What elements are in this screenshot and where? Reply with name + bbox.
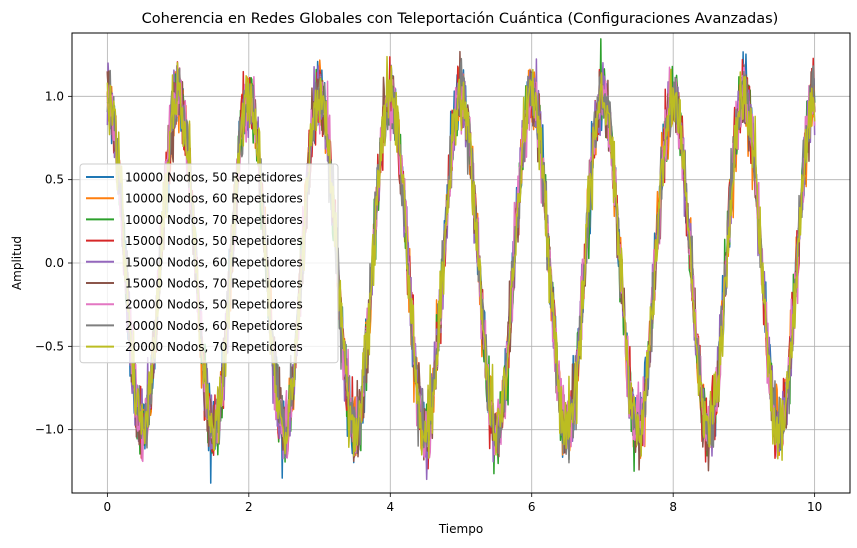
y-tick-label: 0.5 [45, 173, 64, 187]
x-tick-label: 4 [386, 500, 394, 514]
x-tick-label: 2 [245, 500, 253, 514]
y-tick-label: −0.5 [35, 339, 64, 353]
legend-label: 15000 Nodos, 70 Repetidores [125, 277, 303, 291]
y-axis: −1.0 −0.5 0.0 0.5 1.0 [35, 89, 72, 437]
y-tick-label: 0.0 [45, 256, 64, 270]
legend-label: 15000 Nodos, 50 Repetidores [125, 234, 303, 248]
legend-box [79, 163, 339, 364]
legend-label: 20000 Nodos, 70 Repetidores [125, 340, 303, 354]
x-tick-label: 6 [528, 500, 536, 514]
legend-label: 10000 Nodos, 50 Repetidores [125, 171, 303, 185]
y-tick-label: 1.0 [45, 89, 64, 103]
legend-label: 10000 Nodos, 70 Repetidores [125, 213, 303, 227]
x-tick-label: 0 [104, 500, 112, 514]
x-axis-label: Tiempo [438, 522, 483, 536]
x-tick-label: 8 [669, 500, 677, 514]
x-tick-label: 10 [807, 500, 822, 514]
legend-label: 10000 Nodos, 60 Repetidores [125, 192, 303, 206]
chart-title: Coherencia en Redes Globales con Telepor… [142, 11, 779, 27]
y-axis-label: Amplitud [10, 236, 24, 290]
legend-label: 15000 Nodos, 60 Repetidores [125, 255, 303, 269]
legend-label: 20000 Nodos, 50 Repetidores [125, 298, 303, 312]
legend-label: 20000 Nodos, 60 Repetidores [125, 319, 303, 333]
x-axis: 0 2 4 6 8 10 [104, 493, 822, 514]
y-tick-label: −1.0 [35, 423, 64, 437]
legend: 10000 Nodos, 50 Repetidores 10000 Nodos, … [79, 163, 339, 364]
